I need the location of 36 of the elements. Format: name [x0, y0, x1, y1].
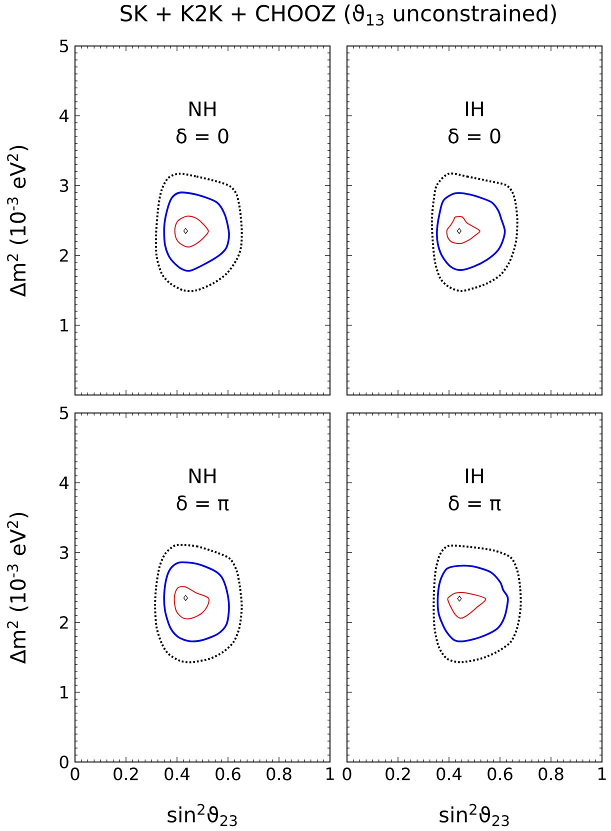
annotation: δ = 0: [448, 128, 500, 144]
y-tick-label: 4: [60, 476, 69, 489]
annotation: IH: [466, 102, 484, 116]
x-tick-label: 0: [70, 768, 80, 780]
x-axis-title: sin$^{2}$ϑ$_{23}$: [168, 804, 237, 826]
y-tick-label: 4: [60, 110, 69, 122]
y-tick-label: 3: [60, 179, 68, 192]
chart-title: SK + K2K + CHOOZ (ϑ$_{13}$ unconstrained): [120, 4, 556, 26]
y-tick-label: 1: [60, 319, 68, 332]
x-tick-label: 0.2: [114, 768, 138, 780]
y-tick-label: 3: [60, 546, 68, 559]
y-axis-title: Δm$^{2}$ (10$^{-3}$ eV$^{2}$): [7, 146, 28, 297]
x-tick-label: 1: [598, 768, 606, 780]
x-tick-label: 0.8: [538, 768, 564, 780]
x-tick-label: 0.6: [216, 768, 241, 780]
y-axis-title: Δm$^{2}$ (10$^{-3}$ eV$^{2}$): [7, 512, 28, 664]
x-tick-label: 0.8: [266, 768, 292, 780]
x-tick-label: 0.6: [488, 768, 513, 780]
y-tick-label: 0: [60, 756, 68, 768]
y-tick-label: 5: [60, 406, 68, 420]
x-tick-label: 0.2: [386, 768, 410, 780]
x-tick-label: 0.4: [436, 768, 462, 780]
x-tick-label: 0.4: [164, 768, 190, 780]
annotation: δ = 0: [176, 128, 228, 144]
x-tick-label: 0: [342, 768, 352, 780]
y-tick-label: 2: [60, 616, 68, 629]
annotation: NH: [190, 468, 216, 484]
x-tick-label: 1: [326, 768, 334, 780]
y-tick-label: 5: [60, 40, 68, 52]
x-axis-title: sin$^{2}$ϑ$_{23}$: [440, 804, 509, 826]
annotation: NH: [190, 102, 216, 116]
annotation: δ = π: [448, 495, 501, 511]
y-tick-label: 1: [60, 686, 68, 698]
annotation: IH: [466, 468, 484, 484]
y-tick-label: 2: [60, 249, 68, 262]
annotation: δ = π: [176, 495, 229, 511]
